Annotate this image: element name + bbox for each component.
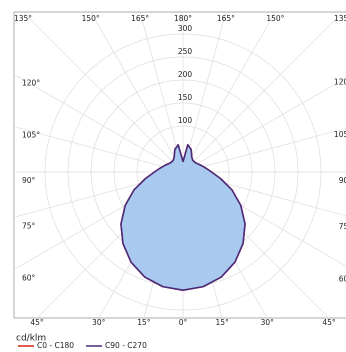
angle-label: 0° [179,318,188,327]
angle-label: 45° [30,318,44,327]
grid-ray [182,12,227,173]
intensity-curve [182,144,246,292]
grid-ray [182,12,344,173]
r-tick-label: 300 [178,24,193,33]
r-tick-label: 250 [178,47,193,56]
angle-label: 120° [22,78,40,87]
marks [120,144,246,292]
angle-label: 120° [334,77,346,86]
angle-label: 15° [137,318,151,327]
grid-ray [90,12,184,173]
r-tick-label: 200 [178,70,193,79]
angle-label: 30° [261,318,275,327]
angle-label: 45° [322,318,336,327]
grid-ray [14,126,184,173]
intensity-curve [120,144,184,292]
grid-ray [182,77,346,173]
angle-label: 90° [22,176,36,185]
angle-label: 135° [334,14,346,23]
angle-label: 60° [339,275,346,284]
angle-label: 135° [14,14,32,23]
grid-ray [22,12,184,173]
angle-label: 150° [266,14,284,23]
angle-label: 165° [217,14,235,23]
angle-label: 90° [339,176,346,185]
angle-label: 105° [334,130,346,139]
grid-ray [182,127,346,173]
angle-label: 105° [22,131,40,140]
angle-label: 75° [339,222,346,231]
angle-label: 75° [22,221,36,230]
angle-label: 165° [131,14,149,23]
angle-label: 180° [174,14,192,23]
grid-ray [139,12,184,173]
angle-label: 150° [82,14,100,23]
r-tick-label: 150 [178,93,193,102]
grid-ray [14,74,184,173]
labels: 0° 15° 15° 30° 30° 45° 45° 60° 60° 75° 75° 90° 90° 10… [14,14,346,327]
r-tick-label: 100 [178,116,193,125]
angle-label: 30° [92,318,106,327]
angle-label: 15° [215,318,229,327]
unit-label: cd/klm [16,334,46,344]
angle-label: 60° [22,274,36,283]
legend-label: C0 - C180 [37,341,74,350]
legend-label: C90 - C270 [105,341,147,350]
grid-ray [182,12,276,173]
legend: C0 - C180 C90 - C270 [18,341,147,350]
